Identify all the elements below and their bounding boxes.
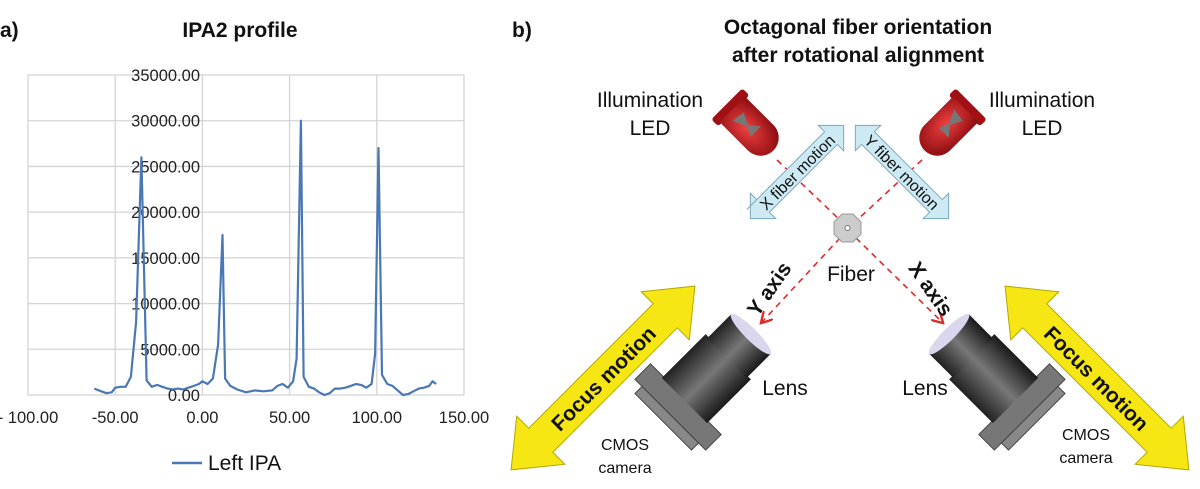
left-lens-label: Lens bbox=[762, 377, 808, 400]
x-tick-label: 150.00 bbox=[439, 409, 489, 427]
right-led-label-line2: LED bbox=[1022, 117, 1063, 140]
fiber-core-icon bbox=[844, 225, 851, 231]
x-tick-label: 50.00 bbox=[269, 409, 310, 427]
x-tick-label: 100.00 bbox=[352, 409, 402, 427]
left-led-label-line2: LED bbox=[630, 117, 671, 140]
y-tick-label: 30000.00 bbox=[131, 113, 200, 131]
chart-grid bbox=[27, 74, 465, 396]
right-camera-label-line1: CMOS bbox=[1062, 427, 1110, 444]
diagram-title-line2: after rotational alignment bbox=[732, 44, 984, 67]
left-led-label-line1: Illumination bbox=[597, 89, 703, 112]
y-tick-label: 25000.00 bbox=[131, 158, 200, 176]
y-tick-label: 5000.00 bbox=[140, 341, 200, 359]
x-tick-label: 0.00 bbox=[186, 409, 218, 427]
left-camera-icon bbox=[634, 313, 772, 451]
right-camera-label-line2: camera bbox=[1059, 450, 1112, 467]
right-lens-label: Lens bbox=[902, 377, 948, 400]
x-tick-labels: - 100.00 -50.00 0.00 50.00 100.00 150.00 bbox=[0, 409, 489, 427]
right-led-label-line1: Illumination bbox=[989, 89, 1095, 112]
y-tick-labels: 0.00 5000.00 10000.00 15000.00 20000.00 25000… bbox=[131, 67, 200, 405]
y-tick-label: 0.00 bbox=[168, 387, 200, 405]
y-tick-label: 35000.00 bbox=[131, 67, 200, 85]
fiber-label: Fiber bbox=[827, 263, 875, 286]
panel-b-label: b) bbox=[512, 19, 532, 42]
panel-a-label: a) bbox=[0, 19, 19, 42]
left-led-icon bbox=[712, 89, 779, 156]
right-camera-icon bbox=[928, 313, 1066, 451]
left-camera-label-line2: camera bbox=[598, 460, 651, 477]
y-tick-label: 10000.00 bbox=[131, 296, 200, 314]
diagram-title-line1: Octagonal fiber orientation bbox=[724, 16, 992, 39]
y-tick-label: 20000.00 bbox=[131, 204, 200, 222]
series-line-left-ipa bbox=[93, 119, 437, 397]
x-tick-label: - 100.00 bbox=[0, 409, 58, 427]
y-tick-label: 15000.00 bbox=[131, 250, 200, 268]
x-tick-label: -50.00 bbox=[92, 409, 139, 427]
right-led-icon bbox=[919, 89, 986, 156]
y-axis-label: Y axis bbox=[743, 258, 796, 321]
chart-title: IPA2 profile bbox=[182, 19, 297, 42]
left-camera-label-line1: CMOS bbox=[601, 437, 649, 454]
legend-label: Left IPA bbox=[208, 452, 281, 475]
